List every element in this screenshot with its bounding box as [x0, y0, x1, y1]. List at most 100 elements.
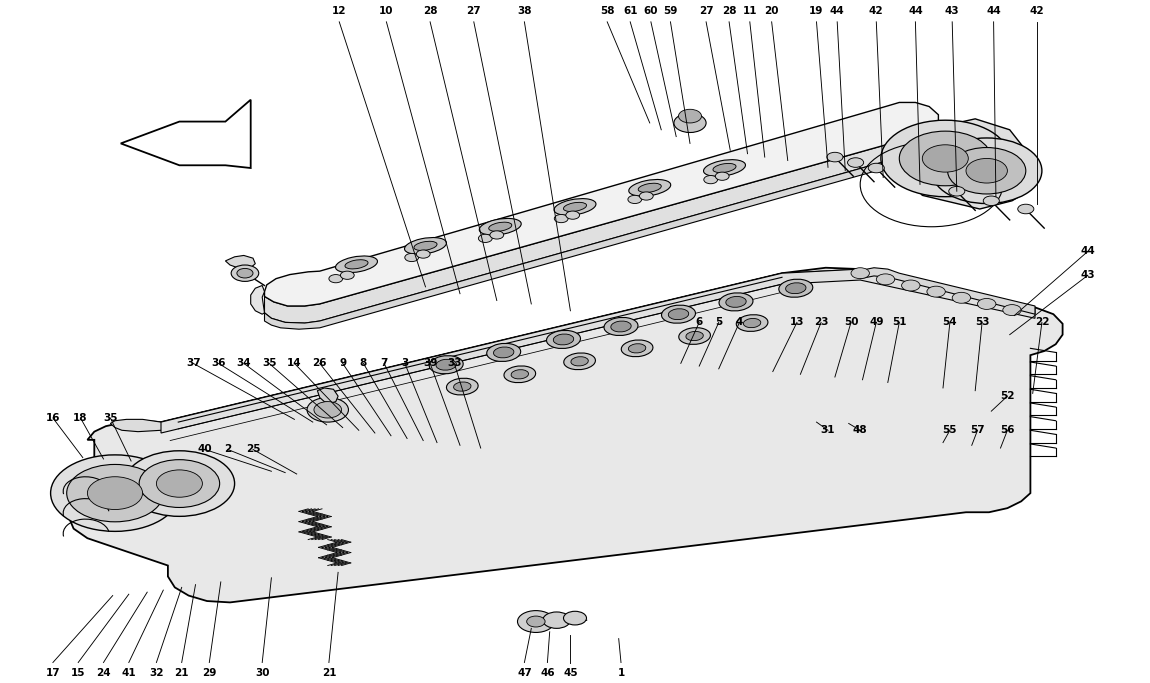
- Text: 5: 5: [715, 318, 722, 327]
- Ellipse shape: [511, 370, 529, 379]
- Ellipse shape: [629, 180, 670, 196]
- Circle shape: [543, 612, 570, 628]
- Circle shape: [881, 120, 1010, 197]
- Text: 59: 59: [664, 6, 677, 16]
- Text: 46: 46: [540, 668, 554, 678]
- Circle shape: [678, 109, 702, 123]
- Ellipse shape: [480, 219, 521, 235]
- Text: 17: 17: [46, 668, 60, 678]
- Circle shape: [307, 398, 348, 422]
- Circle shape: [416, 250, 430, 258]
- Text: 18: 18: [74, 413, 87, 423]
- Ellipse shape: [336, 256, 377, 273]
- Circle shape: [948, 148, 1026, 194]
- Text: 43: 43: [945, 6, 959, 16]
- Ellipse shape: [504, 366, 536, 382]
- Circle shape: [67, 464, 163, 522]
- Ellipse shape: [661, 305, 696, 323]
- Circle shape: [952, 292, 971, 303]
- Ellipse shape: [429, 356, 463, 374]
- Polygon shape: [225, 255, 255, 269]
- Circle shape: [949, 186, 965, 196]
- Text: 58: 58: [600, 6, 614, 16]
- Circle shape: [340, 271, 354, 279]
- Text: 9: 9: [339, 359, 346, 368]
- Text: 41: 41: [122, 668, 136, 678]
- Circle shape: [314, 402, 342, 418]
- Text: 61: 61: [623, 6, 637, 16]
- Circle shape: [231, 265, 259, 281]
- Ellipse shape: [446, 378, 478, 395]
- Text: 32: 32: [150, 668, 163, 678]
- Ellipse shape: [668, 309, 689, 320]
- Text: 42: 42: [1030, 6, 1044, 16]
- Circle shape: [518, 611, 554, 632]
- Text: 7: 7: [381, 359, 388, 368]
- Text: 51: 51: [892, 318, 906, 327]
- Text: 12: 12: [332, 6, 346, 16]
- Ellipse shape: [621, 340, 653, 357]
- Text: 10: 10: [380, 6, 393, 16]
- Text: 16: 16: [46, 413, 60, 423]
- Circle shape: [237, 268, 253, 278]
- Ellipse shape: [570, 357, 589, 366]
- Circle shape: [639, 192, 653, 200]
- Text: 49: 49: [869, 318, 883, 327]
- Ellipse shape: [436, 359, 457, 370]
- Circle shape: [51, 455, 179, 531]
- Text: 44: 44: [908, 6, 922, 16]
- Text: 44: 44: [830, 6, 844, 16]
- Text: 54: 54: [943, 318, 957, 327]
- Polygon shape: [121, 100, 251, 168]
- Text: 15: 15: [71, 668, 85, 678]
- Text: 42: 42: [869, 6, 883, 16]
- Circle shape: [674, 113, 706, 133]
- Text: 36: 36: [212, 359, 225, 368]
- Text: 45: 45: [564, 668, 577, 678]
- Text: 37: 37: [186, 359, 200, 368]
- Polygon shape: [264, 135, 920, 323]
- Ellipse shape: [493, 347, 514, 358]
- Text: 23: 23: [814, 318, 828, 327]
- Text: 31: 31: [821, 426, 835, 435]
- Text: 11: 11: [743, 6, 757, 16]
- Text: 44: 44: [1081, 247, 1095, 256]
- Circle shape: [978, 298, 996, 309]
- Ellipse shape: [779, 279, 813, 297]
- Polygon shape: [317, 388, 338, 403]
- Circle shape: [927, 286, 945, 297]
- Ellipse shape: [736, 315, 768, 331]
- Polygon shape: [264, 152, 920, 329]
- Text: 14: 14: [288, 359, 301, 368]
- Text: 27: 27: [699, 6, 713, 16]
- Circle shape: [704, 176, 718, 184]
- Text: 40: 40: [198, 445, 212, 454]
- Text: 19: 19: [810, 6, 823, 16]
- Circle shape: [527, 616, 545, 627]
- Circle shape: [564, 611, 586, 625]
- Circle shape: [124, 451, 235, 516]
- Polygon shape: [110, 269, 860, 432]
- Text: 39: 39: [423, 359, 437, 368]
- Circle shape: [554, 214, 568, 223]
- Ellipse shape: [628, 344, 646, 353]
- Text: 21: 21: [322, 668, 336, 678]
- Text: 8: 8: [360, 359, 367, 368]
- Circle shape: [156, 470, 202, 497]
- Text: 28: 28: [722, 6, 736, 16]
- Polygon shape: [860, 268, 1035, 314]
- Circle shape: [628, 195, 642, 204]
- Text: 34: 34: [237, 359, 251, 368]
- Circle shape: [329, 275, 343, 283]
- Circle shape: [848, 158, 864, 167]
- Ellipse shape: [743, 318, 761, 328]
- Ellipse shape: [785, 283, 806, 294]
- Text: 4: 4: [736, 318, 743, 327]
- Polygon shape: [251, 285, 264, 314]
- Ellipse shape: [489, 222, 512, 232]
- Text: 6: 6: [696, 318, 703, 327]
- Text: 47: 47: [518, 668, 531, 678]
- Text: 33: 33: [447, 359, 461, 368]
- Text: 57: 57: [971, 426, 984, 435]
- Circle shape: [87, 477, 143, 510]
